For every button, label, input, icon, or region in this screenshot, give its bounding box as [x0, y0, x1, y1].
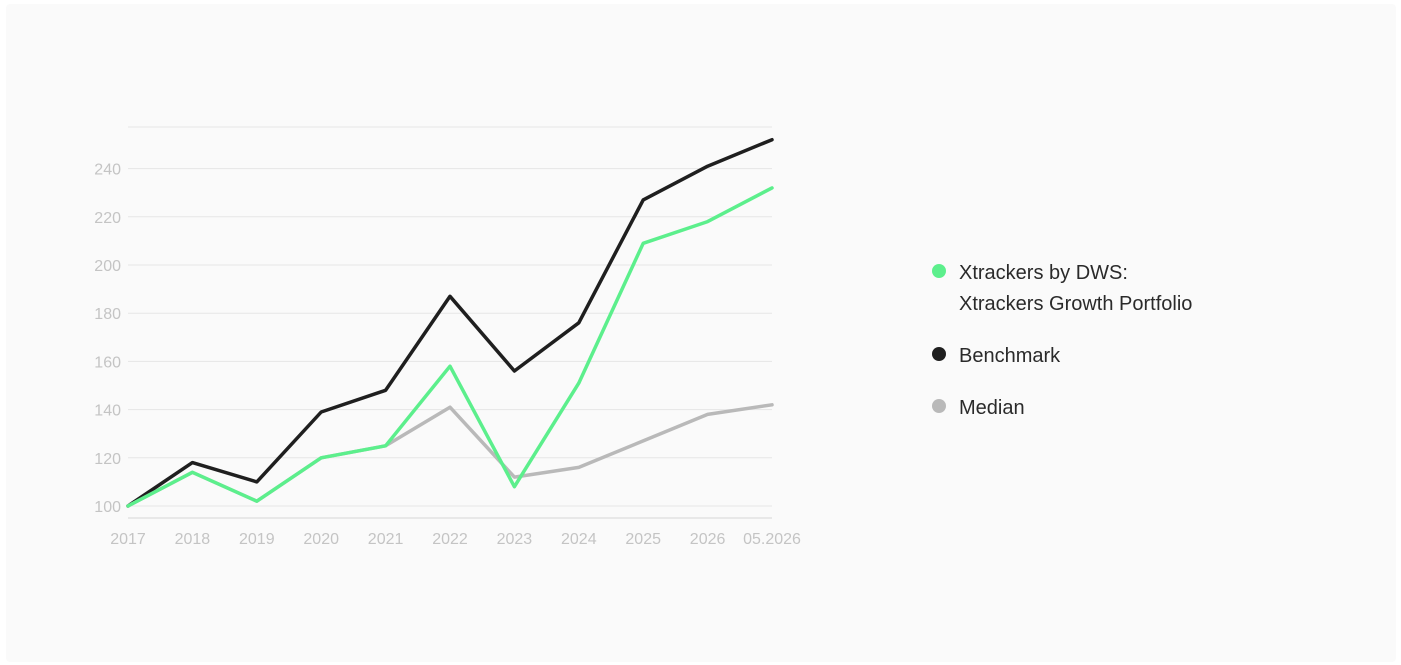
- series-line-portfolio[interactable]: [126, 186, 774, 508]
- x-tick-label: 2018: [175, 531, 211, 548]
- series-lines: [126, 137, 774, 508]
- x-tick-label: 2024: [561, 531, 597, 548]
- series-line-benchmark[interactable]: [126, 137, 774, 508]
- y-tick-label: 200: [94, 258, 121, 275]
- x-tick-label: 2021: [368, 531, 404, 548]
- legend-item-portfolio[interactable]: Xtrackers by DWS: Xtrackers Growth Portf…: [932, 258, 1192, 320]
- x-tick-label: 2025: [625, 531, 661, 548]
- y-axis-ticks: 100 120 140 160 180 200 220 240: [94, 162, 121, 516]
- legend-label-median: Median: [959, 397, 1025, 419]
- series-line-median[interactable]: [126, 403, 774, 508]
- legend-item-median[interactable]: Median: [932, 393, 1192, 424]
- chart-legend: Xtrackers by DWS: Xtrackers Growth Portf…: [932, 258, 1192, 445]
- x-tick-label: 2026: [690, 531, 726, 548]
- legend-label-benchmark: Benchmark: [959, 345, 1061, 367]
- y-tick-label: 120: [94, 451, 121, 468]
- x-tick-label: 2023: [497, 531, 533, 548]
- y-tick-label: 140: [94, 403, 121, 420]
- y-tick-label: 180: [94, 306, 121, 323]
- y-tick-label: 240: [94, 162, 121, 179]
- x-tick-label: 05.2026: [743, 531, 801, 548]
- y-tick-label: 220: [94, 210, 121, 227]
- x-tick-label: 2017: [110, 531, 146, 548]
- legend-dot-benchmark: [932, 347, 946, 361]
- x-tick-label: 2020: [303, 531, 339, 548]
- grid-lines: [128, 126, 772, 519]
- x-tick-label: 2019: [239, 531, 275, 548]
- y-tick-label: 100: [94, 499, 121, 516]
- chart-panel: [6, 4, 1396, 662]
- legend-label-portfolio-line1: Xtrackers by DWS:: [959, 262, 1128, 284]
- x-tick-label: 2022: [432, 531, 468, 548]
- x-axis-ticks: 2017 2018 2019 2020 2021 2022 2023 2024 2025 2026…: [110, 531, 801, 548]
- legend-dot-portfolio: [932, 264, 946, 278]
- legend-label-portfolio-line2: Xtrackers Growth Portfolio: [959, 293, 1193, 315]
- y-tick-label: 160: [94, 354, 121, 371]
- legend-dot-median: [932, 399, 946, 413]
- legend-item-benchmark[interactable]: Benchmark: [932, 341, 1192, 372]
